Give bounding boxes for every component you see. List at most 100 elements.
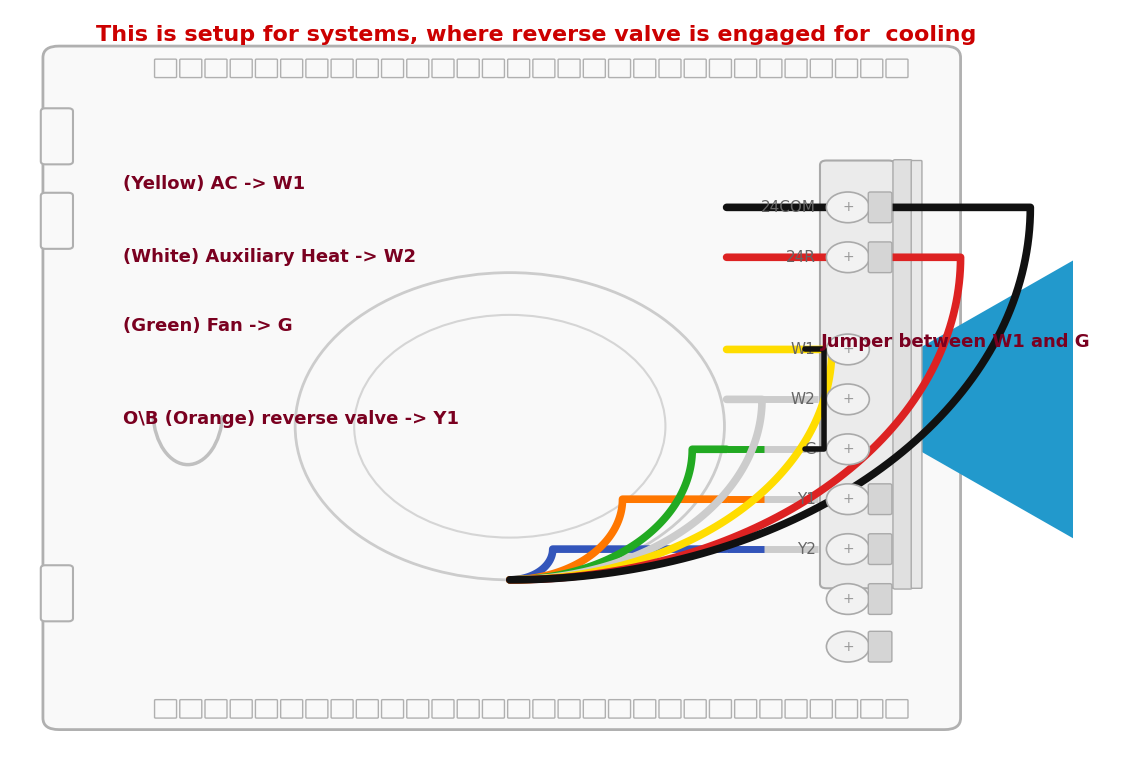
FancyBboxPatch shape: [256, 59, 277, 78]
FancyBboxPatch shape: [785, 59, 807, 78]
FancyBboxPatch shape: [583, 700, 605, 718]
FancyBboxPatch shape: [154, 59, 176, 78]
FancyBboxPatch shape: [735, 700, 757, 718]
FancyBboxPatch shape: [457, 700, 479, 718]
FancyBboxPatch shape: [868, 631, 892, 662]
FancyBboxPatch shape: [41, 193, 73, 249]
FancyBboxPatch shape: [432, 59, 454, 78]
FancyBboxPatch shape: [41, 565, 73, 621]
Circle shape: [826, 434, 869, 465]
Text: O\B (Orange) reverse valve -> Y1: O\B (Orange) reverse valve -> Y1: [124, 409, 459, 428]
FancyBboxPatch shape: [659, 700, 680, 718]
FancyBboxPatch shape: [609, 59, 630, 78]
FancyBboxPatch shape: [634, 59, 655, 78]
FancyBboxPatch shape: [836, 59, 858, 78]
FancyBboxPatch shape: [634, 700, 655, 718]
FancyBboxPatch shape: [508, 700, 529, 718]
FancyBboxPatch shape: [357, 59, 378, 78]
FancyBboxPatch shape: [861, 59, 883, 78]
FancyBboxPatch shape: [609, 700, 630, 718]
FancyBboxPatch shape: [836, 700, 858, 718]
FancyBboxPatch shape: [231, 700, 252, 718]
FancyBboxPatch shape: [306, 59, 328, 78]
Text: G: G: [804, 442, 816, 457]
FancyBboxPatch shape: [483, 59, 504, 78]
FancyBboxPatch shape: [179, 700, 202, 718]
FancyBboxPatch shape: [483, 700, 504, 718]
FancyBboxPatch shape: [154, 700, 176, 718]
Text: +: +: [842, 343, 853, 356]
Text: (Green) Fan -> G: (Green) Fan -> G: [124, 317, 293, 336]
Circle shape: [826, 192, 869, 223]
FancyBboxPatch shape: [357, 700, 378, 718]
FancyBboxPatch shape: [684, 59, 707, 78]
Text: +: +: [842, 250, 853, 264]
Text: +: +: [842, 542, 853, 556]
Circle shape: [826, 334, 869, 365]
FancyBboxPatch shape: [41, 108, 73, 164]
FancyBboxPatch shape: [810, 59, 833, 78]
Text: Y2: Y2: [796, 541, 816, 557]
Text: W2: W2: [791, 392, 816, 407]
Text: (Yellow) AC -> W1: (Yellow) AC -> W1: [124, 175, 306, 194]
FancyBboxPatch shape: [760, 700, 782, 718]
Text: +: +: [842, 392, 853, 406]
FancyBboxPatch shape: [558, 59, 580, 78]
FancyBboxPatch shape: [868, 192, 892, 223]
FancyBboxPatch shape: [868, 584, 892, 614]
FancyBboxPatch shape: [306, 700, 328, 718]
Text: Jumper between W1 and G: Jumper between W1 and G: [821, 333, 1091, 351]
FancyBboxPatch shape: [508, 59, 529, 78]
FancyBboxPatch shape: [886, 59, 908, 78]
Text: W1: W1: [791, 342, 816, 357]
FancyBboxPatch shape: [432, 700, 454, 718]
Text: +: +: [842, 492, 853, 506]
Text: +: +: [842, 592, 853, 606]
FancyBboxPatch shape: [868, 242, 892, 273]
FancyBboxPatch shape: [204, 700, 227, 718]
FancyBboxPatch shape: [533, 700, 554, 718]
Circle shape: [826, 631, 869, 662]
FancyBboxPatch shape: [204, 59, 227, 78]
Polygon shape: [829, 257, 1079, 541]
FancyBboxPatch shape: [760, 59, 782, 78]
FancyBboxPatch shape: [179, 59, 202, 78]
FancyBboxPatch shape: [407, 59, 428, 78]
FancyBboxPatch shape: [382, 59, 403, 78]
FancyBboxPatch shape: [331, 700, 353, 718]
FancyBboxPatch shape: [558, 700, 580, 718]
FancyBboxPatch shape: [810, 700, 833, 718]
FancyBboxPatch shape: [911, 161, 922, 588]
Circle shape: [826, 534, 869, 564]
FancyBboxPatch shape: [785, 700, 807, 718]
FancyBboxPatch shape: [820, 161, 895, 588]
FancyBboxPatch shape: [533, 59, 554, 78]
Text: This is setup for systems, where reverse valve is engaged for  cooling: This is setup for systems, where reverse…: [97, 25, 977, 45]
Circle shape: [826, 242, 869, 273]
FancyBboxPatch shape: [382, 700, 403, 718]
Text: 24COM: 24COM: [761, 200, 816, 215]
Text: Y1: Y1: [796, 492, 816, 507]
FancyBboxPatch shape: [457, 59, 479, 78]
FancyBboxPatch shape: [709, 59, 732, 78]
FancyBboxPatch shape: [331, 59, 353, 78]
FancyBboxPatch shape: [407, 700, 428, 718]
FancyBboxPatch shape: [281, 700, 302, 718]
Text: (White) Auxiliary Heat -> W2: (White) Auxiliary Heat -> W2: [124, 248, 417, 266]
FancyBboxPatch shape: [256, 700, 277, 718]
FancyBboxPatch shape: [735, 59, 757, 78]
FancyBboxPatch shape: [893, 160, 912, 589]
FancyBboxPatch shape: [709, 700, 732, 718]
Text: +: +: [842, 442, 853, 456]
FancyBboxPatch shape: [684, 700, 707, 718]
FancyBboxPatch shape: [583, 59, 605, 78]
FancyBboxPatch shape: [659, 59, 680, 78]
FancyBboxPatch shape: [868, 484, 892, 515]
Circle shape: [826, 484, 869, 515]
FancyBboxPatch shape: [868, 534, 892, 564]
Text: +: +: [842, 200, 853, 214]
Circle shape: [826, 584, 869, 614]
FancyBboxPatch shape: [281, 59, 302, 78]
FancyBboxPatch shape: [886, 700, 908, 718]
FancyBboxPatch shape: [43, 46, 961, 730]
